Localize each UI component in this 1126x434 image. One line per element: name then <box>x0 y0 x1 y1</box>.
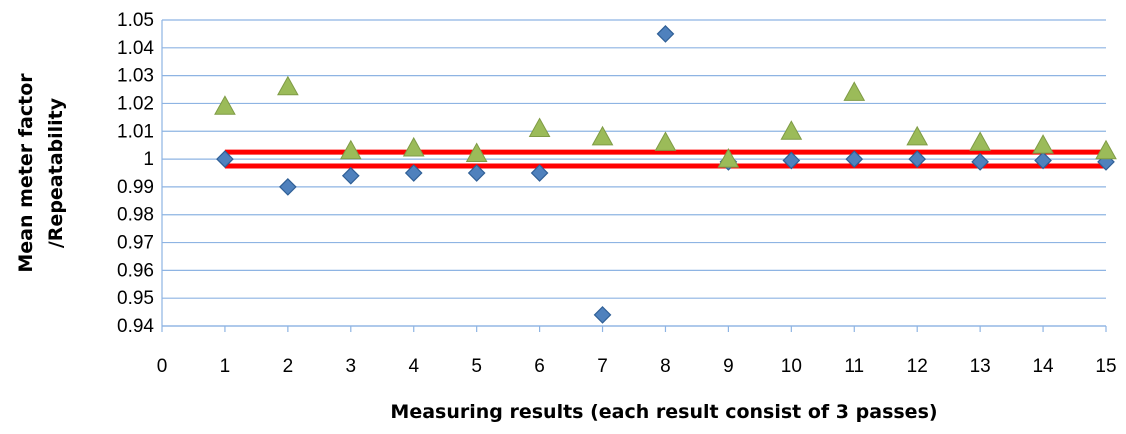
triangle-point <box>528 117 551 137</box>
diamond-point <box>1034 151 1052 170</box>
y-tick-labels: 0.94 0.95 0.96 0.97 0.98 0.99 1 1.01 1.02 1.03 1.0… <box>117 10 154 337</box>
data-points <box>214 25 1117 324</box>
x-tick-label: 5 <box>471 356 482 377</box>
diamond-point <box>908 150 927 168</box>
y-tick-label: 1.05 <box>117 10 154 31</box>
triangle-point <box>277 75 299 96</box>
triangle-point <box>591 125 614 146</box>
x-tick-label: 4 <box>408 356 419 377</box>
triangle-point <box>654 131 677 151</box>
triangle-point <box>843 81 866 101</box>
y-tick-label: 1.04 <box>117 38 154 59</box>
x-tick-label: 8 <box>660 356 671 377</box>
grid-lines <box>162 19 1106 327</box>
triangle-point <box>1032 134 1054 154</box>
diamond-point <box>216 150 234 168</box>
x-tick-label: 7 <box>597 356 608 377</box>
y-tick-label: 0.98 <box>117 205 154 226</box>
triangle-point <box>214 95 236 115</box>
x-tick-label: 14 <box>1032 356 1054 377</box>
diamond-point <box>404 164 423 182</box>
triangle-point <box>1095 139 1117 160</box>
diamond-point <box>341 166 360 185</box>
axes <box>161 20 1107 332</box>
diamond-point <box>782 151 801 170</box>
triangle-point <box>780 120 803 140</box>
x-tick-label: 15 <box>1095 356 1116 377</box>
x-tick-label: 6 <box>534 356 545 377</box>
y-axis-title-line-2: /Repeatability <box>45 97 67 248</box>
diamond-point <box>467 164 486 182</box>
y-tick-label: 0.96 <box>117 260 154 281</box>
x-tick-label: 13 <box>970 356 991 377</box>
triangle-point <box>906 125 929 146</box>
x-tick-label: 12 <box>907 356 928 377</box>
y-tick-label: 0.95 <box>117 288 154 309</box>
triangle-point <box>465 142 488 163</box>
x-tick-label: 9 <box>723 356 734 377</box>
x-tick-labels: 0 1 2 3 4 5 6 7 8 9 10 11 12 13 14 15 <box>157 356 1117 377</box>
x-tick-label: 2 <box>283 356 294 377</box>
y-tick-label: 1.03 <box>117 66 154 87</box>
x-tick-label: 3 <box>346 356 357 377</box>
diamond-point <box>593 306 612 324</box>
x-tick-label: 0 <box>157 356 168 377</box>
diamond-point <box>656 25 675 43</box>
y-tick-label: 1.02 <box>117 93 154 114</box>
y-axis-title-line-1: Mean meter factor <box>15 73 37 273</box>
y-tick-label: 0.94 <box>117 316 154 337</box>
triangle-point <box>717 148 740 168</box>
diamond-point <box>530 164 549 182</box>
y-tick-label: 1.01 <box>117 121 154 142</box>
y-tick-label: 0.99 <box>117 177 154 198</box>
x-tick-label: 11 <box>844 356 864 377</box>
diamond-point <box>279 178 297 196</box>
x-tick-label: 10 <box>781 356 802 377</box>
diamond-point <box>845 150 864 168</box>
diamond-point <box>971 153 989 171</box>
triangle-point <box>402 136 425 157</box>
x-axis-title: Measuring results (each result consist o… <box>390 401 937 423</box>
triangle-point <box>339 139 362 160</box>
y-tick-label: 0.97 <box>117 233 154 254</box>
x-tick-label: 1 <box>220 356 231 377</box>
triangle-point <box>969 131 991 151</box>
reference-lines <box>224 149 1106 169</box>
y-tick-label: 1 <box>143 149 154 170</box>
